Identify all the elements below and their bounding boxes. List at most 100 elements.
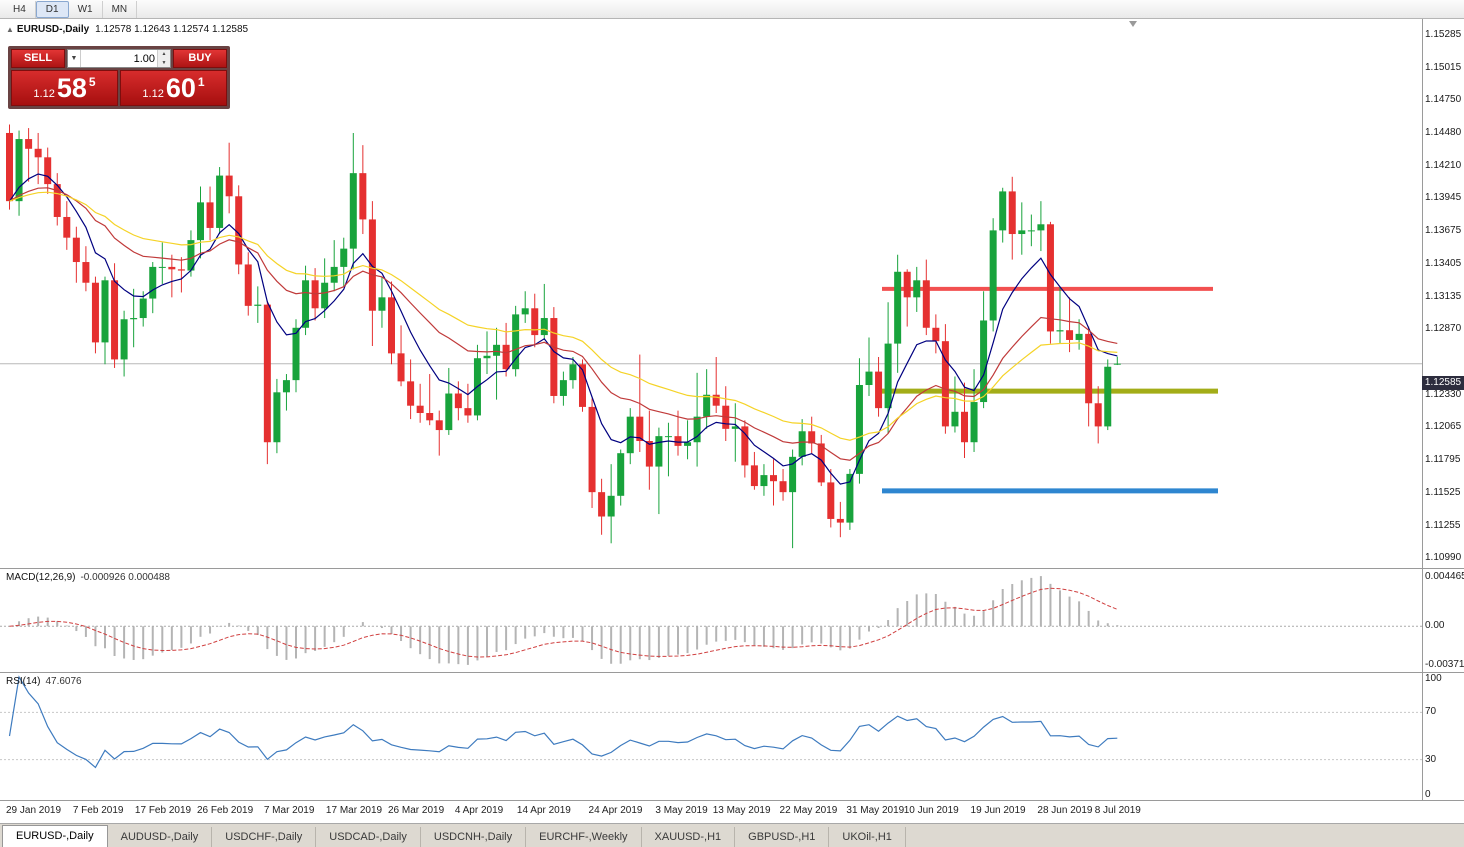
- candle-body: [731, 426, 739, 429]
- price-plot[interactable]: [0, 19, 1422, 568]
- date-axis-label: 7 Feb 2019: [72, 805, 124, 816]
- candle-body: [44, 157, 52, 185]
- chart-tab-usdcad-daily[interactable]: USDCAD-,Daily: [316, 827, 421, 847]
- candle-body: [521, 308, 529, 315]
- chart-tab-ukoil-h1[interactable]: UKOil-,H1: [829, 827, 906, 847]
- rsi-pane[interactable]: RSI(14) 47.6076 100 70 30 0: [0, 672, 1464, 800]
- macd-signal-line: [9, 587, 1118, 658]
- moving-average-line: [9, 173, 1118, 485]
- candle-body: [416, 405, 424, 414]
- timeframe-button-d1[interactable]: D1: [35, 0, 69, 18]
- candle-body: [493, 344, 501, 356]
- candle-body: [187, 240, 195, 271]
- rsi-axis-label: 100: [1425, 673, 1442, 684]
- sell-price-prefix: 1.12: [33, 88, 55, 100]
- macd-plot[interactable]: [0, 569, 1422, 672]
- price-axis-label: 1.15285: [1425, 28, 1462, 40]
- chart-tab-xauusd-h1[interactable]: XAUUSD-,H1: [642, 827, 736, 847]
- current-price-badge: 1.12585: [1422, 375, 1464, 390]
- candle-body: [454, 393, 462, 409]
- candle-body: [464, 408, 472, 416]
- candle-body: [750, 465, 758, 487]
- volume-dropdown-icon[interactable]: ▼: [68, 50, 81, 67]
- candle-body: [808, 431, 816, 444]
- timeframe-button-w1[interactable]: W1: [69, 0, 103, 18]
- date-axis-label: 31 May 2019: [846, 805, 905, 816]
- price-axis-label: 1.12870: [1425, 322, 1462, 334]
- candle-body: [1056, 330, 1064, 332]
- candle-body: [598, 492, 606, 517]
- macd-pane[interactable]: MACD(12,26,9) -0.000926 0.000488 0.004465…: [0, 568, 1464, 672]
- candle-body: [72, 237, 80, 263]
- candle-body: [559, 380, 567, 396]
- price-axis-label: 1.13135: [1425, 290, 1462, 302]
- price-axis-label: 1.10990: [1425, 551, 1462, 563]
- candle-body: [1094, 403, 1102, 427]
- candle-body: [130, 318, 138, 320]
- volume-control: ▼ ▲▼: [67, 49, 171, 68]
- rsi-plot[interactable]: [0, 673, 1422, 800]
- candle-body: [244, 264, 252, 306]
- candle-body: [693, 416, 701, 443]
- candle-body: [273, 392, 281, 443]
- candle-body: [741, 426, 749, 466]
- sell-price[interactable]: 1.12 58 5: [11, 70, 118, 106]
- candle-body: [435, 420, 443, 431]
- timeframe-button-h4[interactable]: H4: [4, 0, 36, 18]
- timeframe-button-mn[interactable]: MN: [103, 0, 138, 18]
- candle-body: [855, 385, 863, 474]
- candle-body: [254, 304, 262, 306]
- candle-body: [368, 219, 376, 311]
- volume-up-icon[interactable]: ▲: [158, 50, 170, 59]
- volume-down-icon[interactable]: ▼: [158, 58, 170, 67]
- rsi-axis-label: 0: [1425, 789, 1431, 800]
- candle-body: [206, 202, 214, 228]
- candle-body: [846, 473, 854, 523]
- date-axis-label: 7 Mar 2019: [263, 805, 315, 816]
- buy-price-big: 60: [165, 73, 196, 103]
- candle-body: [903, 271, 911, 298]
- date-axis[interactable]: 29 Jan 2019 7 Feb 2019 17 Feb 2019 26 Feb 2…: [0, 800, 1464, 823]
- macd-name: MACD(12,26,9): [6, 572, 76, 583]
- candle-body: [999, 191, 1007, 231]
- buy-button[interactable]: BUY: [173, 49, 227, 68]
- date-axis-label: 8 Jul 2019: [1094, 805, 1141, 816]
- candle-body: [426, 413, 434, 421]
- buy-price[interactable]: 1.12 60 1: [120, 70, 227, 106]
- candle-body: [1008, 191, 1016, 235]
- macd-axis-label: 0.004465: [1425, 571, 1464, 582]
- collapse-trade-panel-icon[interactable]: ▲: [6, 25, 14, 34]
- chart-tab-usdcnh-daily[interactable]: USDCNH-,Daily: [421, 827, 527, 847]
- chart-shift-marker[interactable]: [1129, 21, 1137, 27]
- candle-body: [684, 442, 692, 446]
- chart-tab-eurchf-weekly[interactable]: EURCHF-,Weekly: [526, 827, 642, 847]
- candle-body: [177, 269, 185, 271]
- candle-body: [216, 175, 224, 228]
- candle-body: [197, 202, 204, 241]
- sell-button[interactable]: SELL: [11, 49, 65, 68]
- price-axis-label: 1.11795: [1425, 453, 1461, 465]
- candle-body: [1075, 333, 1083, 340]
- price-axis-label: 1.15015: [1425, 61, 1462, 73]
- candle-body: [378, 297, 386, 311]
- candle-body: [645, 441, 653, 467]
- candle-body: [1104, 366, 1112, 427]
- timeframe-toolbar: H4 D1 W1 MN: [0, 0, 1464, 19]
- candle-body: [502, 344, 510, 370]
- sell-price-pipette: 5: [88, 75, 96, 89]
- candle-body: [407, 381, 415, 406]
- candle-body: [760, 475, 768, 487]
- volume-input[interactable]: [81, 50, 157, 67]
- price-pane[interactable]: ▲ EURUSD-,Daily 1.12578 1.12643 1.12574 1.…: [0, 19, 1464, 568]
- candle-body: [836, 518, 844, 523]
- candle-body: [158, 266, 166, 268]
- candle-body: [989, 230, 997, 321]
- chart-tab-gbpusd-h1[interactable]: GBPUSD-,H1: [735, 827, 830, 847]
- chart-tab-usdchf-daily[interactable]: USDCHF-,Daily: [212, 827, 317, 847]
- candle-body: [445, 393, 453, 431]
- chart-tab-eurusd-daily[interactable]: EURUSD-,Daily: [2, 825, 108, 847]
- candle-body: [875, 371, 883, 409]
- chart-tab-audusd-daily[interactable]: AUDUSD-,Daily: [108, 827, 213, 847]
- candle-body: [53, 184, 61, 217]
